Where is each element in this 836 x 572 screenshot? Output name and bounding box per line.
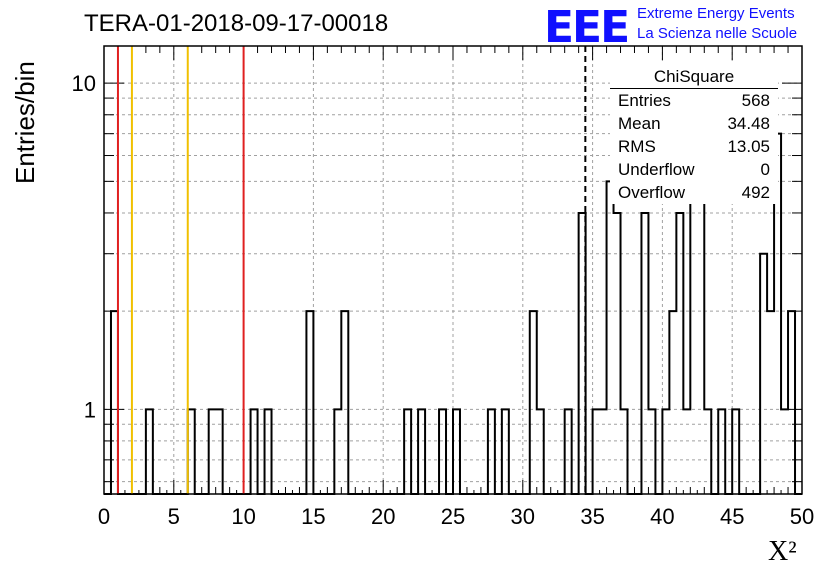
stats-value: 0 <box>760 160 770 179</box>
y-tick-label: 1 <box>84 397 96 422</box>
x-tick-label: 5 <box>168 504 180 529</box>
stats-key: Entries <box>618 91 671 110</box>
stats-key: Underflow <box>618 160 695 179</box>
logo-line-2: La Scienza nelle Scuole <box>637 25 798 42</box>
stats-row-entries: Entries 568 <box>610 89 778 112</box>
x-tick-label: 50 <box>790 504 814 529</box>
stats-key: RMS <box>618 137 656 156</box>
stats-value: 13.05 <box>727 137 770 156</box>
y-tick-label: 10 <box>72 71 96 96</box>
x-tick-label: 30 <box>511 504 535 529</box>
eee-logo-text: Extreme Energy Events La Scienza nelle S… <box>637 4 797 44</box>
stats-row-overflow: Overflow 492 <box>610 181 778 204</box>
stats-key: Overflow <box>618 183 686 202</box>
stats-value: 34.48 <box>727 114 770 133</box>
stats-row-mean: Mean 34.48 <box>610 112 778 135</box>
x-tick-label: 15 <box>301 504 325 529</box>
x-tick-label: 20 <box>371 504 395 529</box>
x-tick-label: 25 <box>441 504 465 529</box>
chart-title: TERA-01-2018-09-17-00018 <box>84 10 389 37</box>
x-tick-label: 10 <box>231 504 255 529</box>
stats-value: 492 <box>741 183 770 202</box>
logo-line-1: Extreme Energy Events <box>637 5 795 22</box>
x-tick-label: 40 <box>650 504 674 529</box>
stats-value: 568 <box>741 91 770 110</box>
x-tick-label: 45 <box>720 504 744 529</box>
eee-logo: EEE <box>544 2 630 53</box>
plot-frame <box>103 45 803 495</box>
stats-title: ChiSquare <box>610 64 778 89</box>
x-tick-label: 0 <box>98 504 110 529</box>
stats-row-rms: RMS 13.05 <box>610 135 778 158</box>
x-tick-label: 35 <box>580 504 604 529</box>
stats-box: ChiSquare Entries 568 Mean 34.48 RMS 13.05 … <box>610 64 778 204</box>
stats-key: Mean <box>618 114 661 133</box>
stats-row-underflow: Underflow 0 <box>610 158 778 181</box>
x-axis-label: X² <box>768 536 797 567</box>
